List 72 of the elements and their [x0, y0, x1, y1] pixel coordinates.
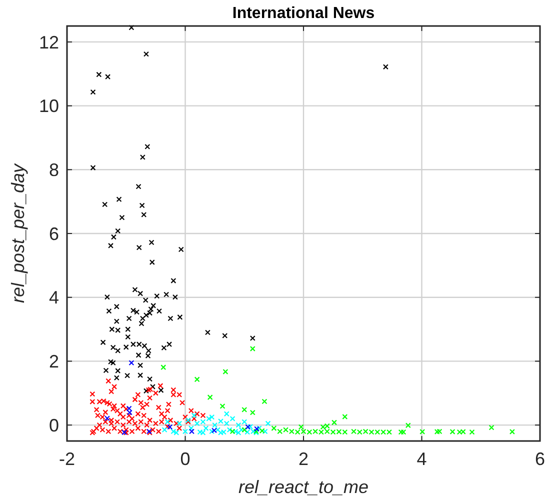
point: [262, 428, 268, 434]
point: [224, 411, 230, 417]
point: [162, 427, 168, 433]
point: [203, 425, 209, 431]
point: [128, 360, 134, 366]
x-tick-label: 2: [298, 449, 309, 469]
point: [488, 424, 494, 430]
y-tick-label: 6: [48, 224, 59, 244]
point: [242, 419, 248, 425]
point: [331, 420, 337, 426]
point: [176, 420, 182, 426]
point: [167, 424, 173, 430]
point: [420, 428, 426, 434]
point: [160, 364, 166, 370]
point: [236, 422, 242, 428]
point: [230, 416, 236, 422]
point: [400, 429, 406, 435]
point: [405, 422, 411, 428]
point: [189, 428, 195, 434]
y-axis-title: rel_post_per_day: [8, 162, 28, 304]
point: [242, 427, 248, 433]
chart-title: International News: [232, 5, 375, 22]
point: [182, 428, 188, 434]
point: [242, 406, 248, 412]
point: [170, 428, 176, 434]
point: [298, 424, 304, 430]
x-axis-title: rel_react_to_me: [238, 477, 369, 497]
y-tick-label: 4: [48, 288, 59, 308]
point: [248, 424, 254, 430]
point: [236, 430, 242, 436]
y-tick-label: 12: [38, 32, 59, 52]
point: [206, 416, 212, 422]
point: [164, 419, 170, 425]
y-tick-label: 0: [48, 415, 59, 436]
point: [222, 368, 228, 374]
point: [209, 414, 215, 420]
point: [174, 430, 180, 436]
point: [342, 414, 348, 420]
point: [218, 430, 224, 436]
point: [188, 425, 194, 431]
point: [436, 428, 442, 434]
point: [324, 423, 330, 429]
point: [191, 412, 197, 418]
point: [207, 394, 213, 400]
x-tick-label: -2: [58, 449, 76, 469]
point: [197, 429, 203, 435]
point: [126, 406, 132, 412]
point: [469, 429, 475, 435]
point: [460, 428, 466, 434]
point: [230, 428, 236, 434]
y-tick-label: 10: [38, 96, 59, 116]
point: [262, 398, 268, 404]
y-tick-label: 8: [48, 160, 59, 180]
point: [250, 410, 256, 416]
point: [200, 430, 206, 436]
point: [126, 410, 132, 416]
point: [509, 428, 515, 434]
point: [320, 424, 326, 430]
point: [271, 425, 277, 431]
y-tick-label: 2: [48, 351, 59, 372]
point: [220, 403, 226, 409]
point: [398, 429, 404, 435]
point: [265, 420, 271, 426]
point: [212, 422, 218, 428]
point: [245, 424, 251, 430]
x-tick-label: 6: [534, 449, 546, 469]
x-tick-label: 0: [180, 449, 190, 469]
x-tick-label: 4: [416, 449, 427, 469]
point: [194, 376, 200, 382]
point: [434, 428, 440, 434]
point: [250, 346, 256, 352]
point: [104, 416, 110, 422]
